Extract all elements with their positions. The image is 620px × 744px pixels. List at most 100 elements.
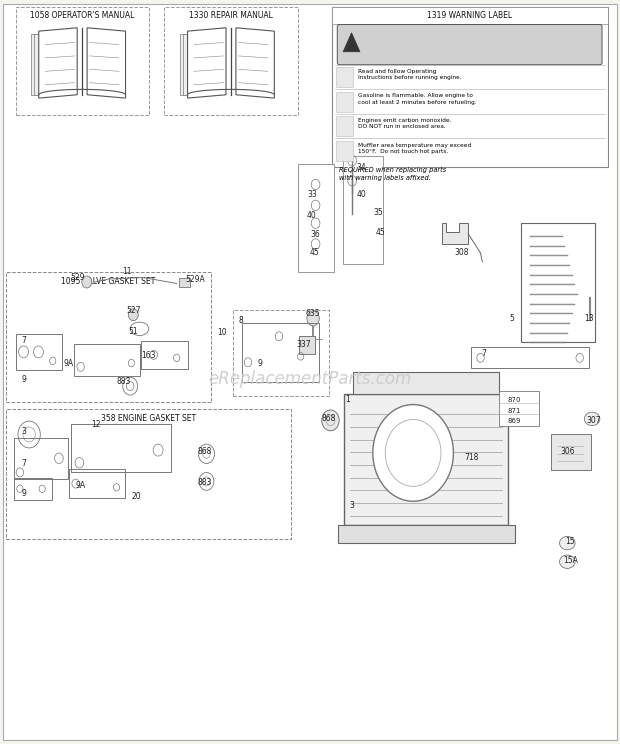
Bar (6, 409, 291, 539)
Circle shape (82, 276, 92, 288)
Circle shape (373, 405, 453, 501)
Text: 7: 7 (481, 349, 486, 358)
Text: 868: 868 (321, 414, 336, 423)
Circle shape (307, 311, 319, 326)
Bar (14, 438, 68, 479)
Bar (336, 141, 353, 161)
Text: 306: 306 (560, 447, 575, 456)
Ellipse shape (584, 412, 600, 426)
Bar (69, 469, 125, 498)
Text: 635: 635 (306, 310, 321, 318)
Text: 33: 33 (307, 190, 317, 199)
Text: 15A: 15A (563, 556, 578, 565)
Bar (336, 116, 353, 136)
Text: 308: 308 (454, 248, 469, 257)
Text: 9: 9 (21, 489, 26, 498)
Ellipse shape (560, 536, 575, 550)
Text: 883: 883 (197, 478, 212, 487)
Text: 9: 9 (21, 375, 26, 384)
Text: 45: 45 (310, 248, 320, 257)
Bar (353, 372, 499, 394)
Bar (232, 310, 329, 396)
Text: 870: 870 (508, 397, 521, 403)
Bar (16, 334, 62, 370)
Bar (336, 92, 353, 112)
Text: 9A: 9A (63, 359, 73, 368)
Text: 9: 9 (258, 359, 263, 368)
Polygon shape (442, 223, 468, 244)
Text: 3: 3 (21, 427, 26, 436)
Text: 358 ENGINE GASKET SET: 358 ENGINE GASKET SET (101, 414, 197, 423)
Bar (499, 391, 539, 426)
Text: 40: 40 (356, 190, 366, 199)
Text: 15: 15 (565, 537, 575, 546)
Bar (332, 7, 608, 24)
Bar (343, 156, 383, 264)
Text: 9A: 9A (76, 481, 86, 490)
Bar (6, 272, 211, 402)
Text: 529: 529 (70, 273, 85, 282)
Text: 871: 871 (508, 408, 521, 414)
Circle shape (322, 410, 339, 431)
Text: 51: 51 (128, 327, 138, 336)
Text: Engines emit carbon monoxide.
DO NOT run in enclosed area.: Engines emit carbon monoxide. DO NOT run… (358, 118, 451, 129)
Bar (71, 424, 170, 472)
Polygon shape (236, 28, 275, 98)
Text: 5: 5 (509, 314, 514, 323)
Text: 1: 1 (345, 395, 350, 404)
Polygon shape (38, 28, 77, 98)
Polygon shape (187, 28, 226, 98)
Bar (16, 7, 149, 115)
Text: 163: 163 (141, 351, 156, 360)
Bar (336, 67, 353, 87)
Bar (164, 7, 298, 115)
Text: Muffler area temperature may exceed
150°F.  Do not touch hot parts.: Muffler area temperature may exceed 150°… (358, 143, 471, 154)
Text: 883: 883 (117, 377, 131, 386)
Bar (141, 341, 188, 369)
Bar (471, 347, 589, 368)
Text: !: ! (350, 43, 353, 49)
Text: 868: 868 (197, 447, 212, 456)
Text: 869: 869 (508, 418, 521, 424)
Text: 10: 10 (217, 328, 227, 337)
Text: Gasoline is flammable. Allow engine to
cool at least 2 minutes before refueling.: Gasoline is flammable. Allow engine to c… (358, 94, 476, 105)
Bar (551, 434, 591, 470)
Bar (332, 7, 608, 167)
Bar (299, 336, 315, 354)
Text: 7: 7 (21, 336, 26, 345)
Text: 529A: 529A (185, 275, 205, 283)
Text: 307: 307 (587, 416, 601, 425)
Text: 718: 718 (464, 453, 479, 462)
Text: 34: 34 (356, 163, 366, 172)
Bar (242, 323, 319, 382)
Text: Read and follow Operating
Instructions before running engine.: Read and follow Operating Instructions b… (358, 69, 461, 80)
Polygon shape (343, 33, 360, 52)
Text: REQUIRED when replacing parts
with warning labels affixed.: REQUIRED when replacing parts with warni… (339, 167, 446, 181)
Bar (14, 478, 52, 500)
Text: 40: 40 (307, 211, 317, 220)
Text: 3: 3 (350, 501, 355, 510)
FancyBboxPatch shape (35, 34, 41, 94)
FancyBboxPatch shape (337, 25, 602, 65)
Text: 527: 527 (126, 307, 141, 315)
Text: 1095 VALVE GASKET SET: 1095 VALVE GASKET SET (61, 277, 156, 286)
Text: 7: 7 (21, 459, 26, 468)
Text: 20: 20 (131, 493, 141, 501)
Bar (179, 278, 190, 287)
Text: 8: 8 (239, 316, 244, 325)
FancyBboxPatch shape (184, 34, 190, 94)
Circle shape (128, 309, 138, 321)
FancyBboxPatch shape (180, 34, 187, 94)
Bar (344, 394, 508, 525)
Ellipse shape (560, 555, 575, 568)
FancyBboxPatch shape (31, 34, 38, 94)
Text: 36: 36 (310, 230, 320, 239)
Polygon shape (87, 28, 125, 98)
Bar (298, 164, 334, 272)
Text: 337: 337 (296, 340, 311, 349)
Bar (338, 525, 515, 543)
Bar (74, 344, 140, 376)
Text: 1058 OPERATOR'S MANUAL: 1058 OPERATOR'S MANUAL (30, 11, 135, 20)
Text: 1330 REPAIR MANUAL: 1330 REPAIR MANUAL (189, 11, 273, 20)
Text: 12: 12 (91, 420, 101, 429)
